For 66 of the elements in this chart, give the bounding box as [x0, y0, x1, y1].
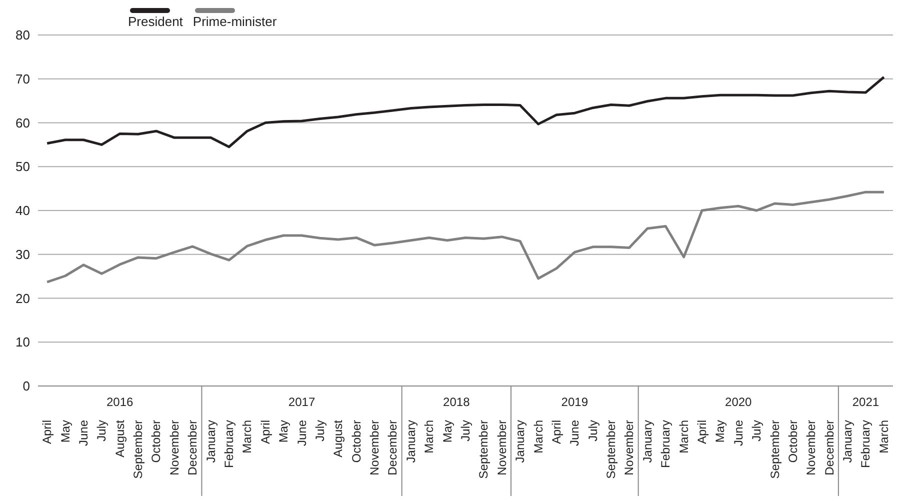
x-tick-label: March — [240, 420, 254, 454]
text: 2017 — [288, 395, 316, 409]
x-tick-label: December — [822, 420, 836, 476]
x-tick-label: May — [440, 420, 454, 443]
x-tick-label: July — [94, 420, 109, 442]
y-tick-label: 20 — [16, 290, 30, 306]
x-tick-label: January — [404, 420, 418, 463]
x-tick-label: July — [458, 420, 472, 442]
text: 2016 — [106, 395, 134, 409]
x-tick-label: July — [750, 420, 764, 442]
text: 2020 — [725, 395, 752, 409]
x-tick-label: September — [131, 420, 146, 479]
x-tick-label: February — [658, 420, 673, 468]
legend-label: President — [128, 14, 183, 29]
x-tick-label: April — [694, 420, 709, 444]
y-tick-label: 60 — [16, 115, 30, 130]
x-tick-label: June — [568, 420, 582, 446]
x-tick-label: March — [676, 420, 691, 454]
x-tick-label: May — [713, 420, 728, 443]
x-tick-label: January — [204, 420, 218, 463]
y-tick-label: 80 — [16, 28, 30, 43]
x-tick-label: March — [531, 420, 546, 454]
x-tick-label: April — [40, 420, 54, 444]
x-tick-label: November — [494, 420, 509, 476]
x-tick-label: September — [476, 420, 491, 479]
line-series — [46, 76, 886, 148]
x-tick-label: April — [549, 420, 564, 444]
x-tick-label: July — [586, 420, 600, 442]
legend-label: Prime-minister — [192, 14, 277, 29]
x-tick-label: May — [276, 420, 291, 443]
x-tick-label: November — [804, 420, 818, 476]
x-tick-label: October — [349, 420, 364, 463]
x-tick-label: January — [840, 420, 855, 463]
text: 2018 — [443, 395, 470, 409]
x-tick-label: November — [622, 420, 636, 476]
y-tick-label: 10 — [16, 334, 30, 350]
x-tick-label: February — [222, 420, 236, 468]
x-tick-label: January — [513, 420, 528, 463]
x-tick-label: October — [149, 420, 164, 463]
x-tick-label: September — [604, 420, 618, 479]
y-tick-label: 70 — [16, 71, 30, 86]
x-tick-label: December — [186, 420, 200, 476]
x-tick-label: August — [112, 419, 127, 458]
x-tick-label: June — [294, 420, 309, 446]
x-tick-label: January — [640, 420, 654, 463]
x-tick-label: June — [731, 420, 746, 446]
y-tick-label: 0 — [22, 378, 30, 394]
x-tick-label: November — [167, 420, 182, 476]
x-tick-label: August — [331, 419, 346, 458]
text: 2021 — [852, 395, 880, 409]
x-tick-label: June — [76, 420, 90, 446]
x-tick-label: December — [386, 420, 400, 476]
x-tick-label: May — [58, 420, 72, 443]
text: 2019 — [561, 395, 588, 409]
y-tick-label: 40 — [16, 203, 30, 218]
x-tick-label: October — [786, 420, 800, 463]
x-tick-label: March — [422, 420, 436, 454]
x-tick-label: November — [368, 420, 382, 476]
line-series — [46, 190, 886, 284]
y-tick-label: 50 — [16, 159, 30, 174]
y-tick-label: 30 — [16, 246, 30, 262]
x-tick-label: February — [858, 420, 873, 468]
x-tick-label: March — [876, 420, 891, 454]
x-tick-label: July — [312, 420, 327, 442]
x-tick-label: April — [258, 420, 272, 444]
x-tick-label: September — [768, 420, 782, 479]
